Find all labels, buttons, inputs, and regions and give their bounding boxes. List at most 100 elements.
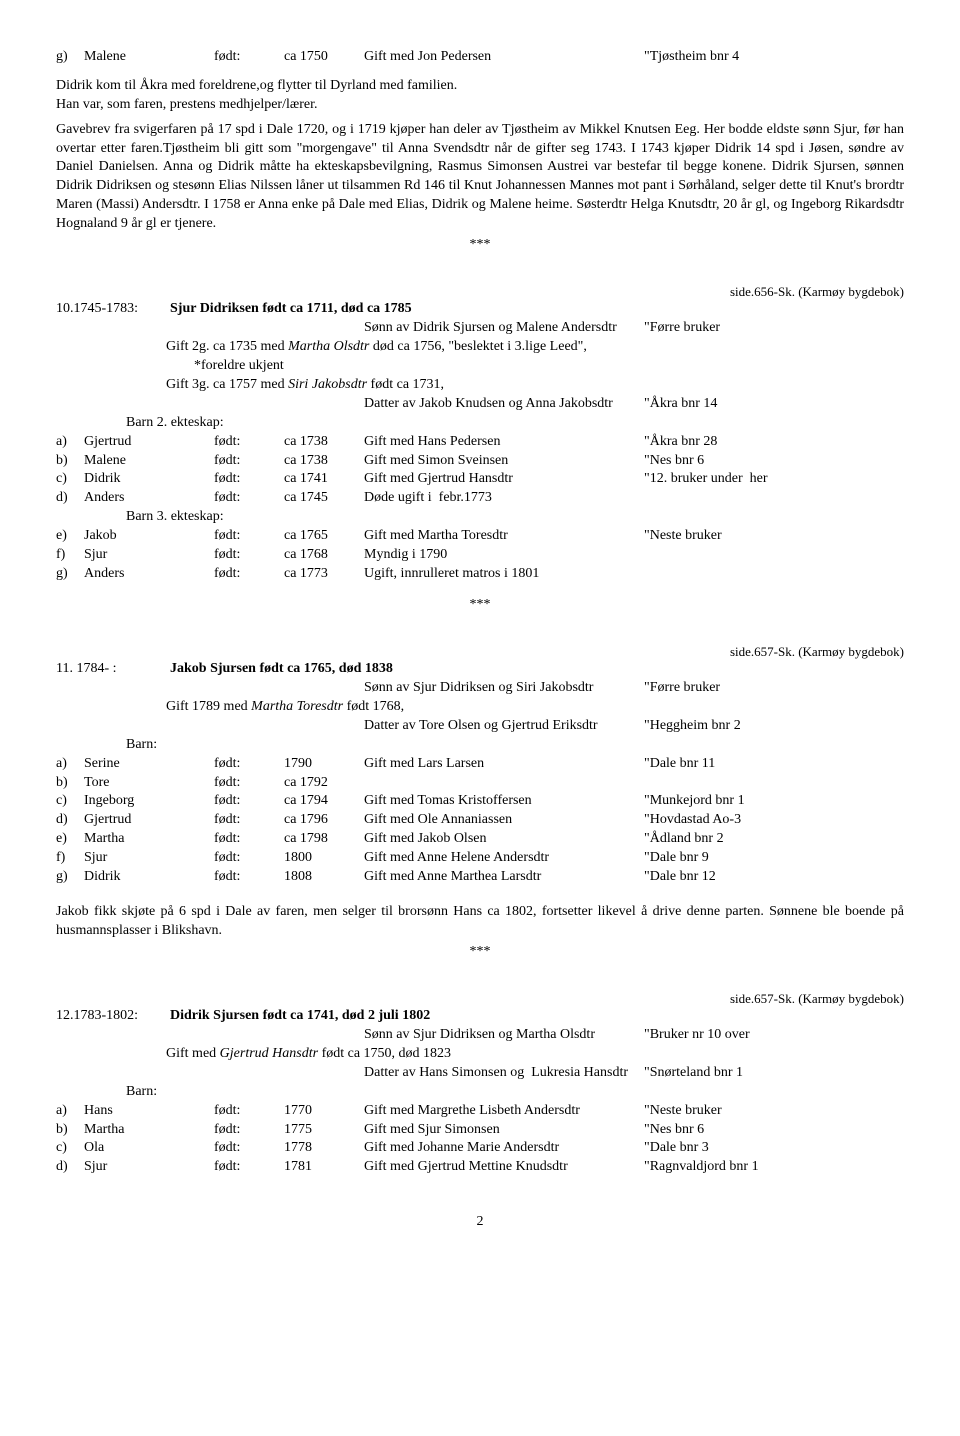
child-name: Sjur [84, 849, 214, 868]
entry-title: Sjur Didriksen født ca 1711, død ca 1785 [170, 301, 412, 316]
born-value: ca 1741 [284, 470, 364, 489]
entry-line: Gift med Gjertrud Hansdtr født ca 1750, … [166, 1045, 904, 1064]
born-value: ca 1773 [284, 565, 364, 584]
child-letter: d) [56, 811, 84, 830]
born-value: 1778 [284, 1139, 364, 1158]
entry-text: Sønn av Sjur Didriksen og Martha Olsdtr [364, 1026, 644, 1045]
entry-line: Gift 1789 med Martha Toresdtr født 1768, [166, 698, 904, 717]
born-value: ca 1798 [284, 830, 364, 849]
child-letter: c) [56, 470, 84, 489]
place-quote: "Neste bruker [644, 1102, 904, 1121]
barn-label: Barn: [126, 736, 904, 755]
place-quote: "Dale bnr 9 [644, 849, 904, 868]
paragraph-line: Han var, som faren, prestens medhjelper/… [56, 96, 904, 115]
entry-line: Sønn av Sjur Didriksen og Martha Olsdtr … [56, 1026, 904, 1045]
born-label: født: [214, 489, 284, 508]
place-quote [644, 565, 904, 584]
born-value: ca 1750 [284, 48, 364, 67]
child-name: Ingeborg [84, 792, 214, 811]
child-row: b)Malenefødt:ca 1738Gift med Simon Svein… [56, 452, 904, 471]
marriage: Gift med Tomas Kristoffersen [364, 792, 644, 811]
born-value: ca 1738 [284, 452, 364, 471]
child-letter: b) [56, 452, 84, 471]
born-value: ca 1765 [284, 527, 364, 546]
born-label: født: [214, 452, 284, 471]
place-quote [644, 546, 904, 565]
child-letter: b) [56, 774, 84, 793]
entry-line: *foreldre ukjent [194, 357, 904, 376]
marriage [364, 774, 644, 793]
child-row: b)Marthafødt:1775Gift med Sjur Simonsen"… [56, 1121, 904, 1140]
marriage: Gift med Margrethe Lisbeth Andersdtr [364, 1102, 644, 1121]
child-name: Anders [84, 565, 214, 584]
marriage: Gift med Anne Helene Andersdtr [364, 849, 644, 868]
child-row: a)Hansfødt:1770Gift med Margrethe Lisbet… [56, 1102, 904, 1121]
child-letter: e) [56, 527, 84, 546]
entry-line: Sønn av Sjur Didriksen og Siri Jakobsdtr… [56, 679, 904, 698]
child-name: Malene [84, 48, 214, 67]
place-quote: "Nes bnr 6 [644, 1121, 904, 1140]
child-letter: f) [56, 849, 84, 868]
marriage: Døde ugift i febr.1773 [364, 489, 644, 508]
child-name: Martha [84, 830, 214, 849]
marriage: Gift med Martha Toresdtr [364, 527, 644, 546]
paragraph: Gavebrev fra svigerfaren på 17 spd i Dal… [56, 121, 904, 234]
place-quote: "Dale bnr 3 [644, 1139, 904, 1158]
entry-title: Jakob Sjursen født ca 1765, død 1838 [170, 661, 393, 676]
child-row: a)Serinefødt:1790Gift med Lars Larsen"Da… [56, 755, 904, 774]
child-name: Tore [84, 774, 214, 793]
child-letter: f) [56, 546, 84, 565]
born-label: født: [214, 1139, 284, 1158]
marriage: Gift med Anne Marthea Larsdtr [364, 868, 644, 887]
born-value: 1790 [284, 755, 364, 774]
place-quote: "Åkra bnr 14 [644, 395, 904, 414]
place-quote: "Bruker nr 10 over [644, 1026, 904, 1045]
born-value: ca 1768 [284, 546, 364, 565]
child-name: Martha [84, 1121, 214, 1140]
place-quote: "Ådland bnr 2 [644, 830, 904, 849]
entry-line: Datter av Hans Simonsen og Lukresia Hans… [56, 1064, 904, 1083]
child-letter: d) [56, 1158, 84, 1177]
child-name: Jakob [84, 527, 214, 546]
entry-text: Datter av Tore Olsen og Gjertrud Eriksdt… [364, 717, 644, 736]
entry-header: 10.1745-1783: Sjur Didriksen født ca 171… [56, 300, 904, 319]
born-label: født: [214, 565, 284, 584]
child-name: Malene [84, 452, 214, 471]
place-quote: "Førre bruker [644, 319, 904, 338]
entry-line: Gift 3g. ca 1757 med Siri Jakobsdtr født… [166, 376, 904, 395]
barn-label: Barn: [126, 1083, 904, 1102]
separator-stars-icon: *** [56, 943, 904, 962]
marriage: Gift med Lars Larsen [364, 755, 644, 774]
born-label: født: [214, 1121, 284, 1140]
born-value: ca 1792 [284, 774, 364, 793]
place-quote [644, 489, 904, 508]
place-quote: "Åkra bnr 28 [644, 433, 904, 452]
place-quote: "Dale bnr 12 [644, 868, 904, 887]
child-name: Gjertrud [84, 811, 214, 830]
entry-line: Datter av Tore Olsen og Gjertrud Eriksdt… [56, 717, 904, 736]
born-label: født: [214, 811, 284, 830]
separator-stars-icon: *** [56, 596, 904, 615]
born-label: født: [214, 849, 284, 868]
child-letter: g) [56, 868, 84, 887]
child-row: e)Marthafødt:ca 1798Gift med Jakob Olsen… [56, 830, 904, 849]
child-letter: e) [56, 830, 84, 849]
place-quote: "Førre bruker [644, 679, 904, 698]
child-row: e)Jakobfødt:ca 1765Gift med Martha Tores… [56, 527, 904, 546]
child-letter: a) [56, 755, 84, 774]
born-value: ca 1796 [284, 811, 364, 830]
marriage: Gift med Sjur Simonsen [364, 1121, 644, 1140]
born-label: født: [214, 48, 284, 67]
child-name: Didrik [84, 470, 214, 489]
child-row: f)Sjurfødt:1800Gift med Anne Helene Ande… [56, 849, 904, 868]
entry-text: Sønn av Sjur Didriksen og Siri Jakobsdtr [364, 679, 644, 698]
child-row: g)Didrikfødt:1808Gift med Anne Marthea L… [56, 868, 904, 887]
place-quote: "Munkejord bnr 1 [644, 792, 904, 811]
child-row: c)Ingeborgfødt:ca 1794Gift med Tomas Kri… [56, 792, 904, 811]
place-quote: "Dale bnr 11 [644, 755, 904, 774]
entry-index: 11. 1784- : [56, 660, 166, 679]
born-label: født: [214, 546, 284, 565]
born-label: født: [214, 527, 284, 546]
paragraph-line: Didrik kom til Åkra med foreldrene,og fl… [56, 77, 904, 96]
place-quote: "Ragnvaldjord bnr 1 [644, 1158, 904, 1177]
